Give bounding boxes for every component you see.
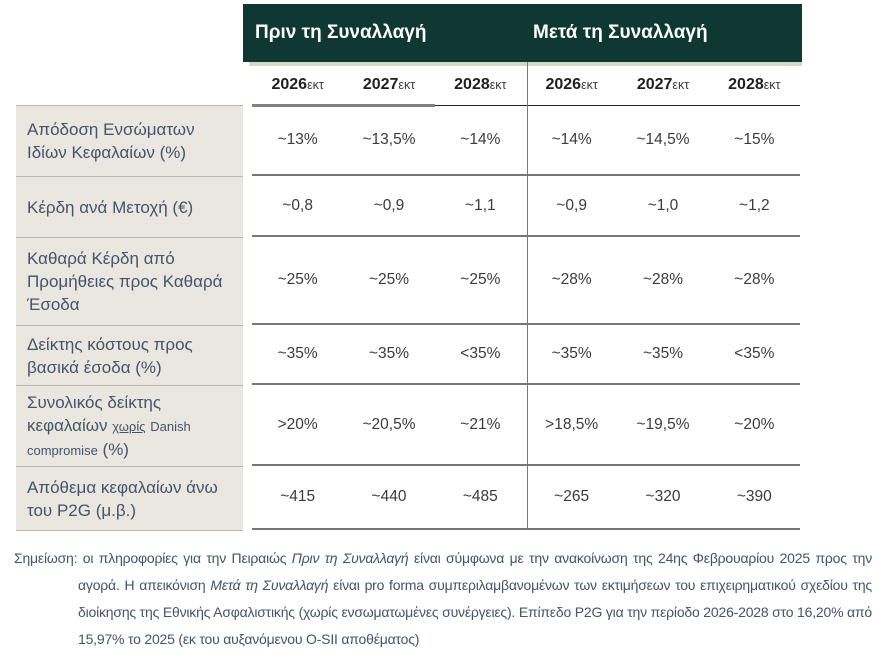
value-cell: ~14% bbox=[460, 130, 501, 148]
label-prefix: Συνολικός δείκτης κεφαλαίων bbox=[27, 392, 162, 435]
value-cell: ~25% bbox=[277, 271, 318, 288]
column-header-row: 2026 εκτ 2027 εκτ 2028 εκτ 2026 εκτ 2027 εκτ … bbox=[252, 65, 800, 107]
value-cell: ~485 bbox=[462, 488, 498, 505]
before-section-title: Πριν τη Συναλλαγή bbox=[255, 22, 427, 43]
value-cell: ~28% bbox=[642, 271, 684, 288]
value-cell: ~20,5% bbox=[362, 415, 416, 433]
value-cell: ~35% bbox=[368, 345, 410, 362]
value-cell: ~25% bbox=[460, 271, 501, 288]
row-label-fees: Καθαρά Κέρδη από Προμήθειες προς Καθαρά … bbox=[16, 238, 243, 326]
value-cell: ~25% bbox=[368, 271, 410, 288]
column-header-before-2026: 2026 εκτ bbox=[271, 76, 324, 93]
row-label-text: Δείκτης κόστους προς βασικά έσοδα (%) bbox=[27, 334, 193, 377]
value-cell: ~440 bbox=[371, 488, 407, 505]
value-cell: ~14,5% bbox=[636, 130, 690, 148]
value-cell: ~35% bbox=[277, 345, 318, 362]
column-header-before-2028: 2028 εκτ bbox=[454, 76, 507, 93]
row-label-roe: Απόδοση Ενσώματων Ιδίων Κεφαλαίων (%) bbox=[16, 106, 243, 177]
section-divider-line bbox=[527, 62, 528, 530]
column-header-before-2027: 2027 εκτ bbox=[362, 76, 416, 93]
after-section-title: Μετά τη Συναλλαγή bbox=[533, 22, 708, 43]
value-cell: <35% bbox=[460, 345, 501, 362]
value-cell: ~1,2 bbox=[739, 196, 770, 214]
row-label-total-capital: Συνολικός δείκτης κεφαλαίων χωρίς Danish… bbox=[16, 386, 243, 467]
value-cell: ~28% bbox=[551, 271, 592, 288]
value-cell: ~13% bbox=[277, 130, 318, 148]
footnote-italic-after: Μετά τη Συναλλαγή bbox=[210, 577, 329, 593]
column-header-after-2026: 2026 εκτ bbox=[545, 76, 598, 93]
value-cell: ~415 bbox=[280, 488, 316, 505]
value-cell: ~0,9 bbox=[373, 196, 405, 214]
value-cell: ~1,0 bbox=[647, 196, 679, 214]
row-label-text: Απόδοση Ενσώματων Ιδίων Κεφαλαίων (%) bbox=[27, 120, 195, 162]
header-underline bbox=[249, 62, 802, 66]
value-cell: ~35% bbox=[551, 345, 592, 362]
header-border-thin bbox=[435, 105, 800, 106]
value-cell: ~15% bbox=[734, 130, 775, 148]
table-row: ~25% ~25% ~25% ~28% ~28% ~28% bbox=[252, 237, 800, 325]
column-header-after-2028: 2028 εκτ bbox=[728, 76, 781, 93]
value-cell: >20% bbox=[277, 415, 318, 433]
footnote-text: Σημείωση: οι πληροφορίες για την Πειραιώ… bbox=[14, 550, 292, 566]
value-cell: >18,5% bbox=[545, 415, 599, 433]
footnote-italic-before: Πριν τη Συναλλαγή bbox=[291, 550, 409, 566]
value-cell: ~35% bbox=[642, 345, 684, 362]
footnote-text: είναι σύμφωνα με την ανακοίνωση της 24ης… bbox=[78, 550, 873, 593]
row-label-cost-income: Δείκτης κόστους προς βασικά έσοδα (%) bbox=[16, 326, 243, 386]
value-cell: ~0,8 bbox=[282, 196, 313, 214]
value-cell: ~390 bbox=[736, 488, 772, 505]
value-cell: ~14% bbox=[551, 130, 592, 148]
value-cell: ~21% bbox=[460, 415, 501, 433]
value-cell: ~265 bbox=[554, 488, 590, 505]
row-label-text: Απόθεμα κεφαλαίων άνω του P2G (μ.β.) bbox=[27, 477, 218, 520]
data-grid: 2026 εκτ 2027 εκτ 2028 εκτ 2026 εκτ 2027 εκτ … bbox=[252, 62, 800, 530]
table-row: >20% ~20,5% ~21% >18,5% ~19,5% ~20% bbox=[252, 385, 800, 466]
table-row: ~0,8 ~0,9 ~1,1 ~0,9 ~1,0 ~1,2 bbox=[252, 176, 800, 237]
row-label-capital-buffer: Απόθεμα κεφαλαίων άνω του P2G (μ.β.) bbox=[16, 467, 243, 531]
value-cell: ~0,9 bbox=[556, 196, 587, 214]
table-row: ~35% ~35% <35% ~35% ~35% <35% bbox=[252, 325, 800, 385]
table-row: ~13% ~13,5% ~14% ~14% ~14,5% ~15% bbox=[252, 105, 800, 176]
footnote: Σημείωση: οι πληροφορίες για την Πειραιώ… bbox=[14, 545, 872, 653]
row-label-eps: Κέρδη ανά Μετοχή (€) bbox=[16, 177, 243, 238]
label-small-underlined: χωρίς bbox=[112, 418, 146, 434]
table-row: ~415 ~440 ~485 ~265 ~320 ~390 bbox=[252, 466, 800, 530]
value-cell: ~28% bbox=[734, 271, 775, 288]
value-cell: ~19,5% bbox=[636, 415, 690, 433]
label-small: Danish compromise bbox=[27, 418, 191, 458]
column-header-after-2027: 2027 εκτ bbox=[636, 76, 690, 93]
value-cell: ~13,5% bbox=[362, 130, 416, 148]
value-cell: <35% bbox=[734, 345, 775, 362]
table-header-band: Πριν τη Συναλλαγή Μετά τη Συναλλαγή bbox=[243, 4, 802, 62]
row-label-text: Κέρδη ανά Μετοχή (€) bbox=[27, 197, 194, 217]
label-suffix: (%) bbox=[102, 439, 129, 459]
row-label-column: Απόδοση Ενσώματων Ιδίων Κεφαλαίων (%) Κέ… bbox=[16, 105, 243, 531]
value-cell: ~320 bbox=[645, 488, 681, 505]
value-cell: ~20% bbox=[734, 415, 775, 433]
header-border-thick bbox=[252, 104, 435, 107]
row-label-text: Συνολικός δείκτης κεφαλαίων χωρίς Danish… bbox=[27, 391, 227, 462]
row-label-text: Καθαρά Κέρδη από Προμήθειες προς Καθαρά … bbox=[27, 249, 223, 314]
value-cell: ~1,1 bbox=[465, 196, 496, 214]
footnote-text: είναι pro forma συμπεριλαμβανομένων των … bbox=[78, 577, 872, 647]
